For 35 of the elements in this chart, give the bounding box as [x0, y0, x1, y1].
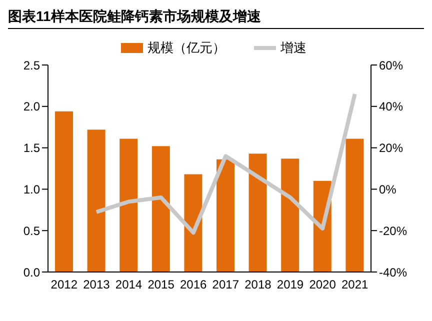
- y-tick-label: 2.5: [23, 58, 40, 72]
- x-tick-label: 2014: [115, 278, 142, 292]
- bar: [120, 138, 138, 272]
- x-tick-label: 2020: [309, 278, 336, 292]
- x-tick-label: 2012: [50, 278, 78, 292]
- y-tick-label: 1.5: [23, 141, 40, 156]
- bar: [281, 158, 300, 272]
- x-tick-label: 2013: [83, 278, 110, 292]
- y2-tick-label: -20%: [379, 224, 408, 238]
- bar: [184, 174, 202, 272]
- y-tick-label: 0.5: [23, 224, 40, 238]
- bar: [248, 154, 267, 272]
- y2-tick-label: 40%: [379, 100, 404, 114]
- x-tick-label: 2016: [180, 278, 208, 292]
- bar: [216, 159, 234, 272]
- x-tick-label: 2017: [212, 278, 240, 292]
- x-tick-label: 2019: [276, 278, 304, 292]
- legend-label: 增速: [280, 39, 306, 57]
- y-tick-label: 0.0: [23, 265, 40, 280]
- bar: [55, 111, 73, 272]
- y2-tick-label: -40%: [379, 265, 408, 280]
- bar: [346, 138, 364, 272]
- line-series: [94, 92, 357, 235]
- bar: [152, 146, 170, 272]
- chart-title: 图表11样本医院鲑降钙素市场规模及增速: [8, 8, 424, 29]
- x-tick-label: 2015: [148, 278, 175, 292]
- y2-tick-label: 0%: [379, 182, 397, 196]
- x-tick-label: 2018: [244, 278, 272, 292]
- y-tick-label: 1.0: [23, 182, 40, 196]
- legend-label: 规模（亿元）: [148, 39, 226, 57]
- bar: [87, 130, 106, 272]
- y2-tick-label: 60%: [379, 58, 404, 72]
- y-tick-label: 2.0: [23, 100, 40, 114]
- y2-tick-label: 20%: [379, 141, 404, 156]
- x-tick-label: 2021: [342, 278, 369, 292]
